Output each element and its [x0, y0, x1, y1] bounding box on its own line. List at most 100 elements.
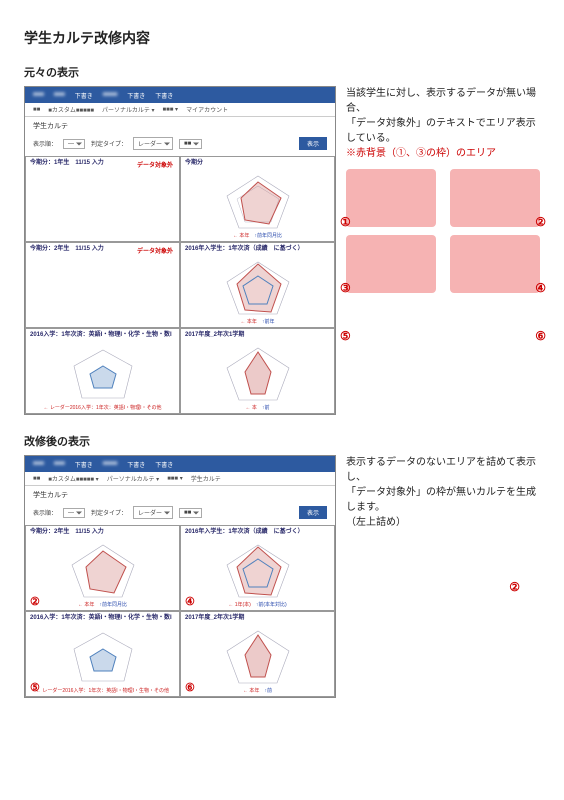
- radar-chart-icon: [68, 344, 138, 404]
- topbar-item: ■■■: [54, 92, 65, 98]
- legend: ← レーダー2016入学：1年次：英語I・物理I・生物・その他: [26, 687, 179, 694]
- marker-3: ③: [340, 279, 351, 297]
- topbar-item: ■■■: [33, 461, 44, 467]
- screenshot-after: ■■■ ■■■ 下書き ■■■■ 下書き 下書き ■■ ■カスタム■■■■■ ▾…: [24, 455, 336, 698]
- radar-chart-icon: [223, 541, 293, 601]
- subbar-item[interactable]: ■■: [33, 107, 40, 113]
- pink-area: ②: [450, 169, 540, 227]
- topbar-item[interactable]: 下書き: [127, 460, 145, 469]
- side-marker-2: ②: [346, 578, 540, 596]
- radar-chart-icon: [68, 627, 138, 687]
- desc-line-red: ※赤背景（①、③の枠）のエリア: [346, 146, 540, 161]
- radar-chart-icon: [223, 258, 293, 318]
- marker-2: ②: [30, 595, 40, 608]
- subbar-item[interactable]: ■■■ ▾: [163, 106, 179, 113]
- cell-title: 今期分: [185, 160, 330, 167]
- filter-select-3[interactable]: ■■: [179, 508, 202, 518]
- chart-cell: 2017年度_2年次1学期 ⑥ ← 本年 ↑前: [180, 611, 335, 697]
- desc-line: 「データ対象外」のテキストでエリア表示している。: [346, 116, 540, 146]
- chart-cell: 2016年入学生：1年次済（成績 に基づく） ④ ← 1年(本) ↑前(本年対比…: [180, 525, 335, 611]
- legend: ← 本年 ↑前年: [181, 318, 334, 325]
- subbar-item[interactable]: ■■■ ▾: [167, 475, 183, 482]
- content-heading: 学生カルテ: [25, 486, 335, 502]
- cell-title: 2016入学：1年次済：英語I・物理I・化学・生物・数I: [30, 332, 175, 339]
- cell-title: 今期分：2年生 11/15 入力: [30, 529, 175, 536]
- subbar-item[interactable]: マイアカウント: [186, 105, 228, 114]
- topbar-item[interactable]: 下書き: [155, 91, 173, 100]
- page-title: 学生カルテ改修内容: [24, 28, 540, 48]
- legend: ← 本年 ↑前年同月比: [26, 601, 179, 608]
- subbar-item[interactable]: パーソナルカルテ ▾: [102, 105, 155, 114]
- topbar-item: ■■■■: [103, 461, 118, 467]
- marker-6: ⑥: [185, 681, 195, 694]
- pink-area: ④: [450, 235, 540, 293]
- filter-label: 表示順：: [33, 139, 57, 148]
- chart-cell: 2016入学：1年次済：英語I・物理I・化学・生物・数I ⑤ ← レーダー201…: [25, 611, 180, 697]
- marker-1: ①: [340, 213, 351, 231]
- topbar-item[interactable]: 下書き: [75, 91, 93, 100]
- marker-4: ④: [185, 595, 195, 608]
- marker-5: ⑤: [340, 327, 351, 345]
- topbar-item[interactable]: 下書き: [155, 460, 173, 469]
- desc-line: （左上詰め）: [346, 515, 540, 530]
- cell-title: 2016年入学生：1年次済（成績 に基づく）: [185, 246, 330, 253]
- legend: ← 本年 ↑前年同月比: [181, 232, 334, 239]
- legend: ← 1年(本) ↑前(本年対比): [181, 601, 334, 608]
- subbar: ■■ ■カスタム■■■■■ パーソナルカルテ ▾ ■■■ ▾ マイアカウント: [25, 103, 335, 117]
- filter-select-3[interactable]: ■■: [179, 139, 202, 149]
- radar-chart-icon: [223, 172, 293, 232]
- section2-side: 表示するデータのないエリアを詰めて表示し、 「データ対象外」の枠が無いカルテを生…: [346, 455, 540, 596]
- subbar-item[interactable]: パーソナルカルテ ▾: [107, 474, 160, 483]
- filter-bar: 表示順： — 判定タイプ： レーダー ■■ 表示: [25, 133, 335, 156]
- marker-5: ⑤: [30, 681, 40, 694]
- subbar-item[interactable]: ■カスタム■■■■■: [48, 105, 94, 114]
- filter-select-1[interactable]: —: [63, 139, 85, 149]
- filter-select-2[interactable]: レーダー: [133, 506, 173, 519]
- cell-title: 2016年入学生：1年次済（成績 に基づく）: [185, 529, 330, 536]
- desc-line: 当該学生に対し、表示するデータが無い場合、: [346, 86, 540, 116]
- subbar-item[interactable]: ■■: [33, 476, 40, 482]
- screenshot-before: ■■■ ■■■ 下書き ■■■■ 下書き 下書き ■■ ■カスタム■■■■■ パ…: [24, 86, 336, 415]
- filter-label: 判定タイプ：: [91, 139, 127, 148]
- subbar-item[interactable]: ■カスタム■■■■■ ▾: [48, 474, 98, 483]
- topbar-item[interactable]: 下書き: [75, 460, 93, 469]
- empty-slot: ⑤: [346, 301, 436, 341]
- no-data-label: データ対象外: [137, 160, 173, 169]
- topbar-item: ■■■■: [103, 92, 118, 98]
- desc-line: 表示するデータのないエリアを詰めて表示し、: [346, 455, 540, 485]
- desc-line: 「データ対象外」の枠が無いカルテを生成します。: [346, 485, 540, 515]
- show-button[interactable]: 表示: [299, 506, 327, 519]
- cell-title: 2017年度_2年次1学期: [185, 332, 330, 339]
- filter-select-1[interactable]: —: [63, 508, 85, 518]
- pink-grid: ① ② ③ ④ ⑤ ⑥: [346, 169, 540, 341]
- chart-cell: 2016入学：1年次済：英語I・物理I・化学・生物・数I ← レーダー2016入…: [25, 328, 180, 414]
- chart-grid: 今期分：2年生 11/15 入力 ② ← 本年 ↑前年同月比 2016年入学生：…: [25, 525, 335, 697]
- marker-2: ②: [535, 213, 546, 231]
- topbar: ■■■ ■■■ 下書き ■■■■ 下書き 下書き: [25, 87, 335, 103]
- topbar: ■■■ ■■■ 下書き ■■■■ 下書き 下書き: [25, 456, 335, 472]
- content-heading: 学生カルテ: [25, 117, 335, 133]
- chart-cell: 今期分 ← 本年 ↑前年同月比: [180, 156, 335, 242]
- empty-slot: ⑥: [450, 301, 540, 341]
- chart-grid: 今期分：1年生 11/15 入力 データ対象外 今期分 ← 本年 ↑前年同月比 …: [25, 156, 335, 414]
- no-data-label: データ対象外: [137, 246, 173, 255]
- section1-row: ■■■ ■■■ 下書き ■■■■ 下書き 下書き ■■ ■カスタム■■■■■ パ…: [24, 86, 540, 415]
- section1-side: 当該学生に対し、表示するデータが無い場合、 「データ対象外」のテキストでエリア表…: [346, 86, 540, 341]
- topbar-item: ■■■: [54, 461, 65, 467]
- legend: ← 本 ↑前: [181, 404, 334, 411]
- subbar: ■■ ■カスタム■■■■■ ▾ パーソナルカルテ ▾ ■■■ ▾ 学生カルテ: [25, 472, 335, 486]
- chart-cell: 2017年度_2年次1学期 ← 本 ↑前: [180, 328, 335, 414]
- chart-cell: 今期分：2年生 11/15 入力 ② ← 本年 ↑前年同月比: [25, 525, 180, 611]
- legend: ← 本年 ↑前: [181, 687, 334, 694]
- filter-label: 判定タイプ：: [91, 508, 127, 517]
- chart-cell: 今期分：2年生 11/15 入力 データ対象外: [25, 242, 180, 328]
- show-button[interactable]: 表示: [299, 137, 327, 150]
- topbar-item[interactable]: 下書き: [127, 91, 145, 100]
- chart-cell: 2016年入学生：1年次済（成績 に基づく） ← 本年 ↑前年: [180, 242, 335, 328]
- section1-title: 元々の表示: [24, 64, 540, 80]
- filter-bar: 表示順： — 判定タイプ： レーダー ■■ 表示: [25, 502, 335, 525]
- subbar-item[interactable]: 学生カルテ: [191, 474, 221, 483]
- chart-cell: 今期分：1年生 11/15 入力 データ対象外: [25, 156, 180, 242]
- pink-area: ①: [346, 169, 436, 227]
- filter-select-2[interactable]: レーダー: [133, 137, 173, 150]
